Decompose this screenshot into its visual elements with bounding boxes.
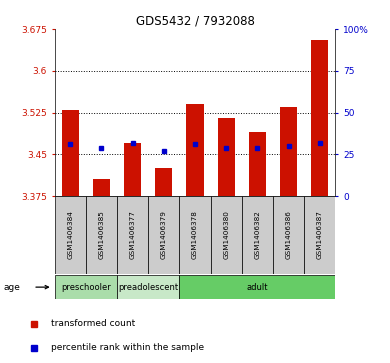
- Bar: [148, 196, 179, 274]
- Bar: [218, 118, 235, 196]
- Text: age: age: [4, 283, 21, 292]
- Bar: [155, 168, 172, 196]
- Bar: [93, 179, 110, 196]
- Text: preadolescent: preadolescent: [118, 283, 178, 291]
- Text: GSM1406387: GSM1406387: [317, 211, 323, 260]
- Bar: [211, 196, 242, 274]
- Text: GSM1406380: GSM1406380: [223, 211, 229, 260]
- Bar: [242, 196, 273, 274]
- Text: GSM1406379: GSM1406379: [161, 211, 167, 260]
- Text: GSM1406377: GSM1406377: [129, 211, 136, 260]
- Text: GSM1406385: GSM1406385: [98, 211, 105, 260]
- Text: preschooler: preschooler: [61, 283, 111, 291]
- Bar: [311, 40, 328, 196]
- Text: GSM1406386: GSM1406386: [285, 211, 292, 260]
- Bar: [62, 110, 79, 196]
- Bar: [55, 275, 117, 299]
- Text: GDS5432 / 7932088: GDS5432 / 7932088: [136, 15, 254, 28]
- Text: percentile rank within the sample: percentile rank within the sample: [51, 343, 204, 352]
- Bar: [117, 196, 148, 274]
- Bar: [86, 196, 117, 274]
- Bar: [273, 196, 304, 274]
- Bar: [124, 143, 141, 196]
- Bar: [179, 275, 335, 299]
- Text: adult: adult: [246, 283, 268, 291]
- Bar: [179, 196, 211, 274]
- Bar: [249, 132, 266, 196]
- Bar: [117, 275, 179, 299]
- Bar: [55, 196, 86, 274]
- Bar: [186, 104, 204, 196]
- Bar: [280, 107, 297, 196]
- Text: GSM1406382: GSM1406382: [254, 211, 261, 260]
- Text: GSM1406384: GSM1406384: [67, 211, 73, 260]
- Text: transformed count: transformed count: [51, 319, 135, 329]
- Bar: [304, 196, 335, 274]
- Text: GSM1406378: GSM1406378: [192, 211, 198, 260]
